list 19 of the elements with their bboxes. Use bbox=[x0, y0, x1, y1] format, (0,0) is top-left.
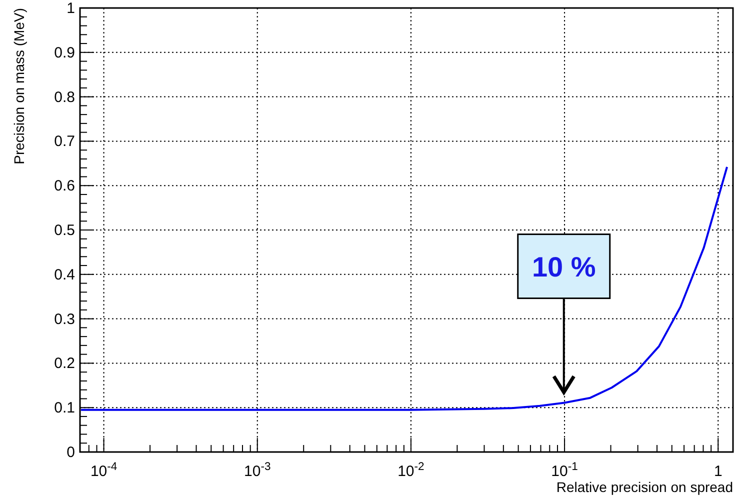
y-tick-label: 0.3 bbox=[54, 310, 75, 328]
x-tick-label: 10$^{-3}$ bbox=[244, 461, 271, 480]
y-tick-label: 0.5 bbox=[54, 222, 75, 239]
y-tick-label: 0 bbox=[66, 444, 75, 461]
x-tick-label: 1 bbox=[714, 463, 722, 480]
y-tick-label: 0.6 bbox=[54, 178, 75, 195]
x-tick-label: 10$^{-2}$ bbox=[398, 461, 424, 480]
x-axis-title: Relative precision on spread bbox=[556, 479, 733, 495]
y-tick-label: 0.8 bbox=[54, 88, 75, 106]
annotation: 10 % bbox=[532, 251, 596, 282]
y-tick-label: 0.1 bbox=[54, 400, 75, 417]
y-tick-label: 0.7 bbox=[54, 133, 75, 150]
x-tick-label: 10$^{-4}$ bbox=[90, 461, 118, 480]
y-tick-label: 1 bbox=[66, 0, 75, 17]
y-tick-label: 0.2 bbox=[54, 355, 75, 372]
x-tick-label: 10$^{-1}$ bbox=[551, 461, 578, 480]
y-axis-title: Precision on mass (MeV) bbox=[11, 8, 27, 164]
y-tick-label: 0.9 bbox=[54, 44, 75, 62]
y-tick-label: 0.4 bbox=[54, 266, 75, 284]
